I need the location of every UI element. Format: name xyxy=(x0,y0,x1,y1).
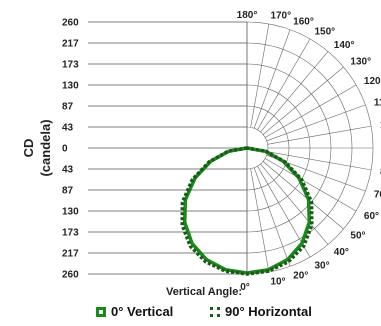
grid-spoke xyxy=(265,158,357,212)
tick-label: 173 xyxy=(62,228,79,239)
legend-label: 0° Vertical xyxy=(111,304,174,319)
polar-chart: 260 217 173 130 87 43 0 43 87 130 173 217 260 0° 10° 2… xyxy=(21,10,381,298)
grid xyxy=(88,21,374,275)
angle-label: 170° xyxy=(270,11,291,22)
legend-swatch-solid xyxy=(96,306,106,317)
tick-label: 217 xyxy=(62,249,79,260)
angle-label: 0° xyxy=(240,282,250,293)
y-axis-label-line-1: CD xyxy=(21,139,36,158)
tick-label: 130 xyxy=(62,81,79,92)
grid-spoke xyxy=(267,125,372,145)
angle-label: 150° xyxy=(315,27,336,38)
tick-label: 260 xyxy=(62,270,79,281)
tick-label: 173 xyxy=(62,60,79,71)
tick-label: 87 xyxy=(62,186,74,197)
tick-label: 43 xyxy=(62,123,74,134)
grid-spoke xyxy=(253,29,291,129)
angle-labels: 0°10°20°30°40°50°60°70°80°90°100°110°120… xyxy=(237,10,381,293)
vertical-angle-label: Vertical Angle: xyxy=(166,286,242,298)
angle-label: 180° xyxy=(237,10,258,21)
angle-label: 70° xyxy=(374,190,381,201)
tick-label: 130 xyxy=(62,207,79,218)
grid-spoke xyxy=(260,163,329,245)
angle-label: 130° xyxy=(350,57,371,68)
grid-spoke xyxy=(267,151,372,171)
legend-item-90-horizontal: 90° Horizontal xyxy=(210,304,312,319)
angle-label: 40° xyxy=(334,247,349,258)
grid-spoke xyxy=(250,23,270,128)
legend-swatch-dotted xyxy=(210,306,220,317)
grid-spoke xyxy=(250,168,270,273)
legend-label: 90° Horizontal xyxy=(225,304,312,319)
y-axis-label-line-2: (candela) xyxy=(38,119,53,176)
grid-spoke xyxy=(265,84,357,138)
angle-label: 80° xyxy=(380,167,381,178)
angle-label: 140° xyxy=(334,40,355,51)
angle-label: 120° xyxy=(364,76,381,87)
tick-label: 87 xyxy=(62,102,74,113)
legend: 0° Vertical 90° Horizontal xyxy=(0,304,381,324)
curves xyxy=(180,146,314,276)
grid-spoke xyxy=(260,51,329,133)
tick-label: 260 xyxy=(62,18,79,29)
angle-label: 20° xyxy=(293,270,308,281)
angle-label: 10° xyxy=(270,276,285,287)
series-curve-1 xyxy=(180,146,314,276)
angle-label: 60° xyxy=(364,211,379,222)
angle-label: 30° xyxy=(315,260,330,271)
tick-labels: 260 217 173 130 87 43 0 43 87 130 173 217 260 xyxy=(62,18,79,281)
tick-label: 43 xyxy=(62,165,74,176)
angle-label: 50° xyxy=(350,230,365,241)
tick-label: 217 xyxy=(62,39,79,50)
angle-label: 100° xyxy=(380,120,381,131)
angle-label: 160° xyxy=(293,17,314,28)
grid-spoke xyxy=(266,104,366,142)
grid-spoke xyxy=(262,161,344,230)
grid-spoke xyxy=(257,38,311,130)
tick-label: 0 xyxy=(62,144,68,155)
legend-item-0-vertical: 0° Vertical xyxy=(96,304,173,319)
grid-spoke xyxy=(253,167,291,267)
grid-spoke xyxy=(262,66,344,135)
angle-label: 110° xyxy=(374,97,381,108)
